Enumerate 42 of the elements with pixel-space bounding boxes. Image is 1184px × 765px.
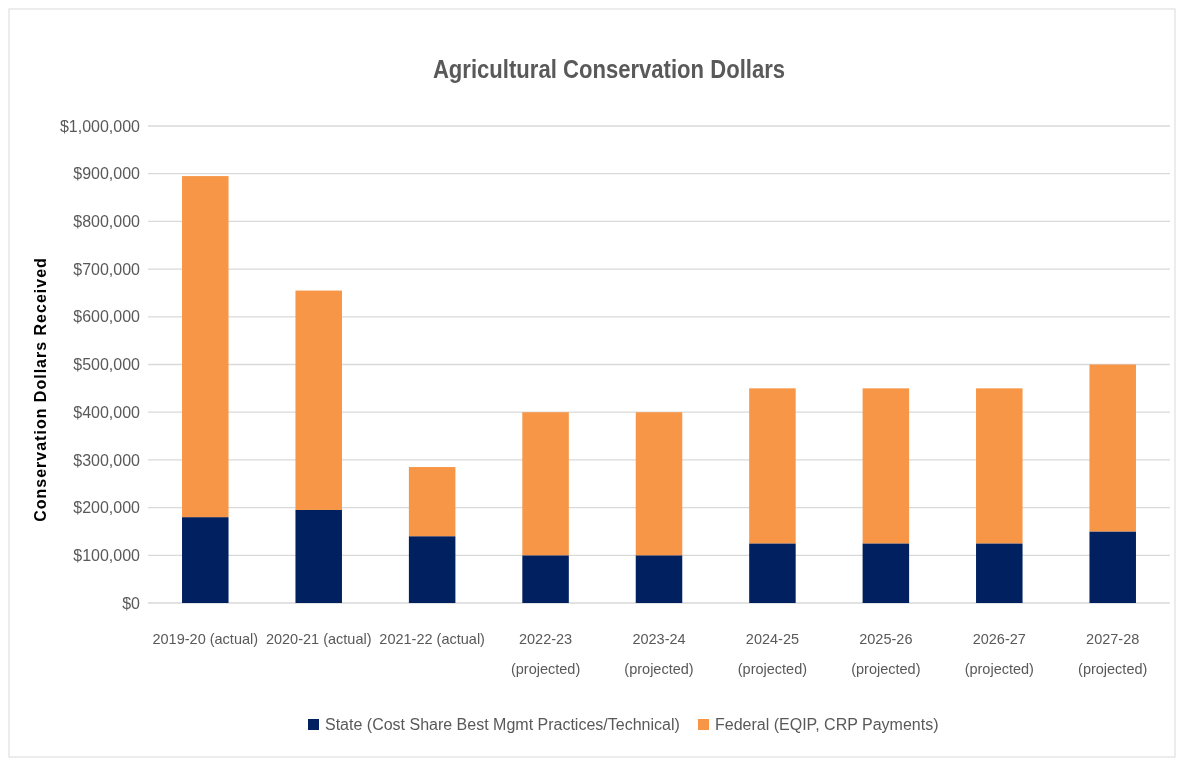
bar (182, 176, 229, 518)
bar (1089, 364, 1136, 532)
bar (862, 388, 910, 544)
x-tick-label: 2023-24 (projected) (624, 631, 694, 677)
x-tick-label: 2027-28 (projected) (1078, 631, 1148, 677)
y-tick-label: $300,000 (73, 451, 141, 469)
bar (295, 509, 342, 603)
y-tick-label: $400,000 (73, 403, 141, 421)
bar (635, 412, 683, 556)
bar (408, 467, 456, 537)
y-axis-title: Conservation Dollars Received (32, 257, 49, 522)
x-tick-label: 2026-27 (projected) (964, 631, 1034, 677)
bar (862, 543, 910, 603)
x-tick-label: 2020-21 (actual) (265, 631, 372, 647)
bar (182, 517, 229, 603)
y-tick-label: $900,000 (73, 165, 141, 183)
bar (749, 388, 796, 544)
x-tick-label: 2025-26 (projected) (851, 631, 921, 677)
bar (976, 543, 1023, 603)
x-tick-label: 2021-22 (actual) (379, 631, 485, 647)
y-tick-label: $200,000 (73, 499, 141, 517)
bar (522, 555, 569, 603)
legend-label: Federal (EQIP, CRP Payments) (715, 716, 939, 733)
y-tick-label: $700,000 (73, 260, 141, 278)
bar (408, 536, 456, 603)
bar (635, 555, 683, 603)
y-tick-label: $800,000 (73, 213, 141, 230)
y-tick-label: $1,000,000 (59, 117, 141, 135)
chart-title: Agricultural Conservation Dollars (432, 54, 786, 84)
y-tick-label: $0 (122, 594, 141, 612)
y-tick-label: $500,000 (73, 356, 141, 374)
bar (1089, 531, 1136, 603)
bar (295, 290, 342, 510)
x-tick-label: 2019-20 (actual) (152, 631, 259, 647)
bar (976, 388, 1023, 544)
x-tick-label: 2022-23 (projected) (510, 631, 581, 677)
bar (749, 543, 796, 603)
y-tick-label: $100,000 (73, 546, 141, 564)
legend-label: State (Cost Share Best Mgmt Practices/Technical) (325, 716, 680, 733)
y-tick-label: $600,000 (73, 308, 141, 326)
bar (522, 412, 569, 556)
x-tick-label: 2024-25 (projected) (737, 631, 808, 677)
